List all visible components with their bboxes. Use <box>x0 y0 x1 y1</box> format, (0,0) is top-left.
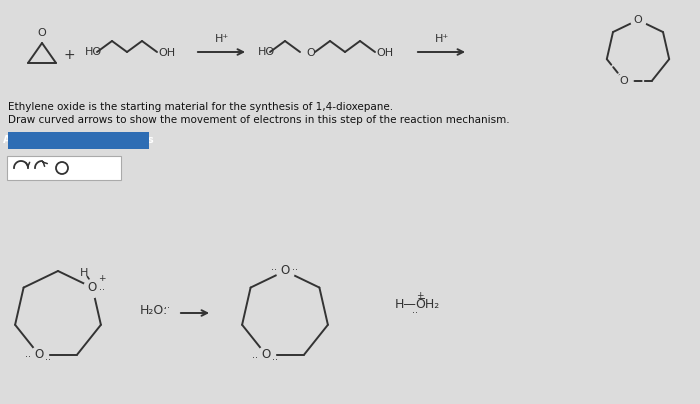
Text: ↔: ↔ <box>73 162 83 175</box>
Text: +: + <box>416 292 424 301</box>
Text: H—: H— <box>395 299 417 311</box>
Text: ×: × <box>87 162 97 175</box>
Text: HO: HO <box>258 47 275 57</box>
Text: OH: OH <box>376 48 393 58</box>
Text: ··: ·· <box>271 265 277 275</box>
Text: O: O <box>281 265 290 278</box>
Text: O̅H₂: O̅H₂ <box>415 299 440 311</box>
Text: H₂O:: H₂O: <box>140 303 168 316</box>
FancyBboxPatch shape <box>7 156 121 180</box>
Text: O: O <box>306 48 315 58</box>
Text: H⁺: H⁺ <box>435 34 449 44</box>
Text: O: O <box>261 348 270 361</box>
Text: O: O <box>620 76 629 86</box>
Text: ··: ·· <box>99 286 106 296</box>
Text: +: + <box>98 274 105 283</box>
Text: ⎕: ⎕ <box>103 163 109 173</box>
Text: O: O <box>34 348 43 361</box>
Text: +: + <box>63 48 75 62</box>
Text: Ethylene oxide is the starting material for the synthesis of 1,4-dioxepane.: Ethylene oxide is the starting material … <box>8 102 393 112</box>
Text: ··: ·· <box>272 355 278 365</box>
Text: H⁺: H⁺ <box>214 34 229 44</box>
Text: Draw curved arrows to show the movement of electrons in this step of the reactio: Draw curved arrows to show the movement … <box>8 115 510 125</box>
Text: ··: ·· <box>412 308 418 318</box>
Text: ··: ·· <box>252 353 258 363</box>
Text: O: O <box>634 15 643 25</box>
Text: ··: ·· <box>45 355 51 365</box>
Text: ··: ·· <box>292 265 298 275</box>
FancyBboxPatch shape <box>8 131 148 149</box>
Text: H: H <box>80 267 89 278</box>
Text: HO: HO <box>85 47 102 57</box>
Text: O: O <box>88 281 97 294</box>
Text: Arrow-pushing Instructions: Arrow-pushing Instructions <box>3 135 153 145</box>
Text: ··: ·· <box>25 351 31 362</box>
Text: ··: ·· <box>164 303 170 313</box>
Text: OH: OH <box>158 48 175 58</box>
Text: O: O <box>38 28 46 38</box>
